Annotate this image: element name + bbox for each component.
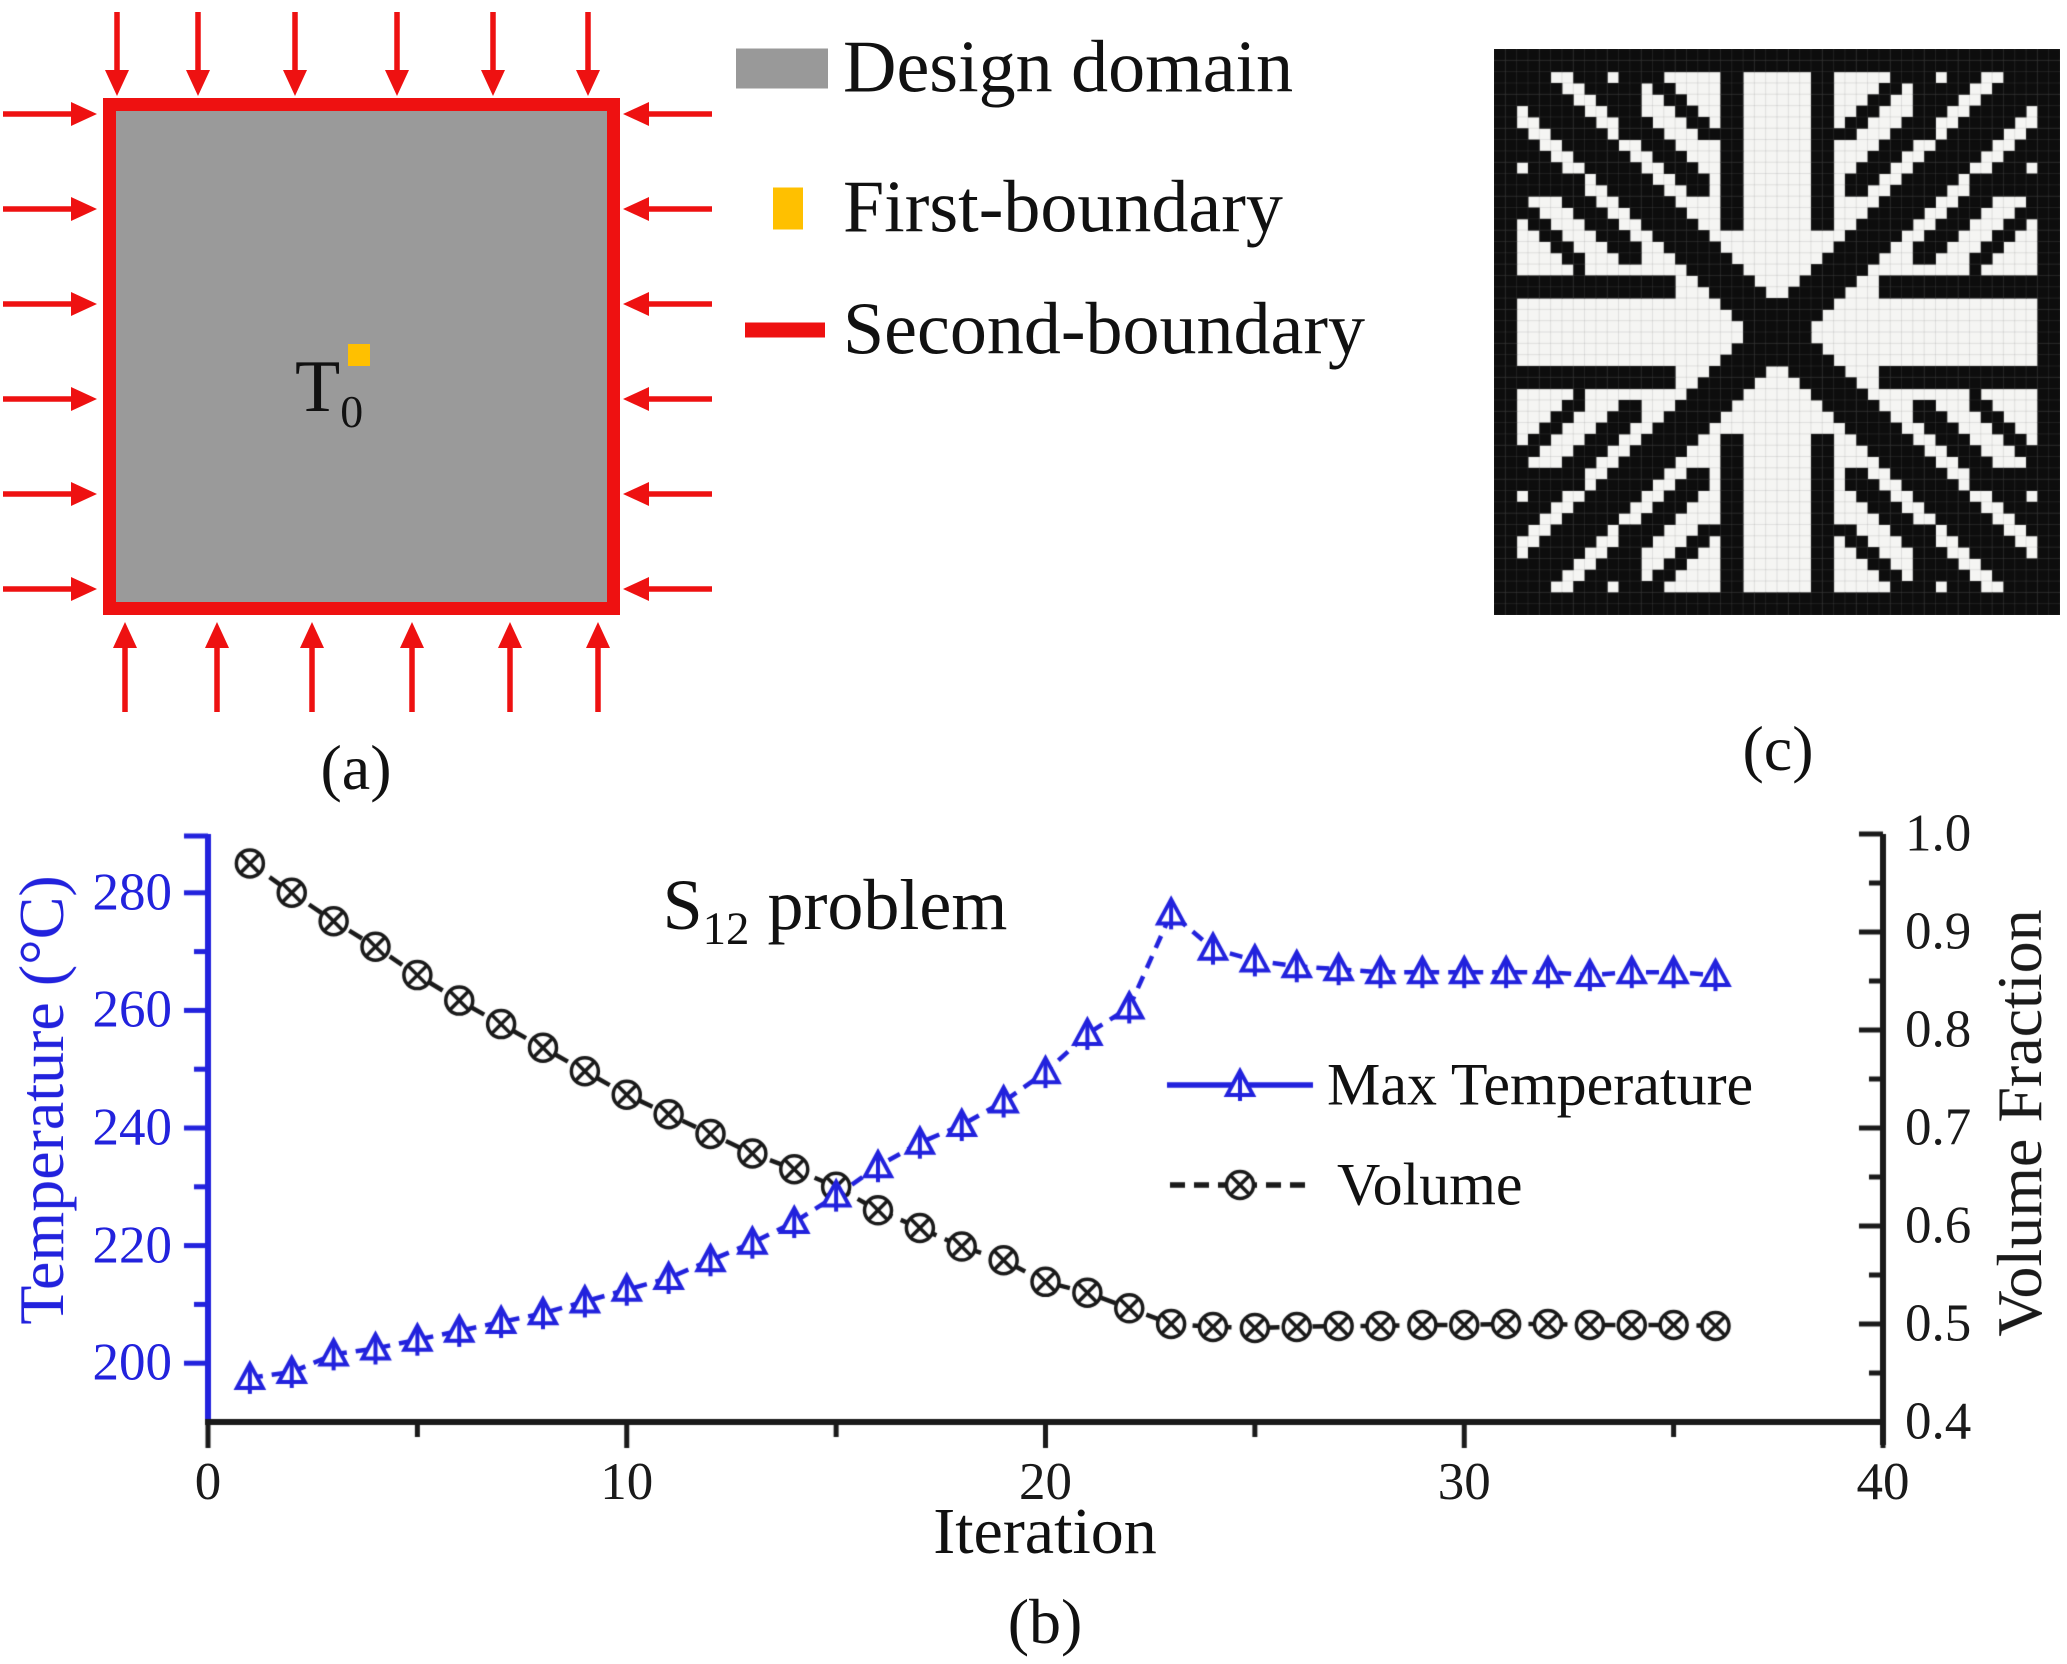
right-axis-tick-label: 0.9: [1905, 902, 1972, 961]
x-axis-tick-label: 0: [194, 1453, 222, 1511]
right-axis-tick-label: 0.4: [1905, 1392, 1972, 1451]
x-axis-tick-label: 20: [1019, 1453, 1072, 1511]
chart-title: S12 problem: [663, 864, 1008, 956]
right-axis-tick-label: 1.0: [1905, 804, 1972, 863]
right-axis-tick-label: 0.7: [1905, 1098, 1972, 1157]
left-axis-title: Temperature (°C): [6, 875, 77, 1325]
right-axis-tick-label: 0.8: [1905, 1000, 1972, 1059]
left-axis-tick-label: 240: [92, 1098, 173, 1157]
x-axis-tick-label: 10: [600, 1453, 654, 1511]
right-axis-title: Volume Fraction: [1984, 909, 2055, 1337]
x-axis-title: Iteration: [933, 1495, 1157, 1568]
chart-title-prefix: S: [662, 864, 703, 945]
x-axis-tick-label: 40: [1856, 1453, 1910, 1511]
caption-b: (b): [1007, 1586, 1083, 1657]
legend-label-volume: Volume: [1337, 1151, 1523, 1218]
x-axis-tick-label: 30: [1437, 1453, 1491, 1511]
left-axis-tick-label: 260: [92, 980, 173, 1039]
right-axis-tick-label: 0.6: [1905, 1196, 1972, 1255]
chart-title-suffix: problem: [749, 864, 1008, 945]
right-axis-tick-label: 0.5: [1905, 1294, 1972, 1353]
chart-title-subscript: 12: [702, 903, 750, 956]
left-axis-tick-label: 220: [92, 1216, 173, 1275]
left-axis-tick-label: 200: [92, 1333, 173, 1392]
left-axis-tick-label: 280: [92, 863, 173, 922]
legend-label-max-temperature: Max Temperature: [1327, 1051, 1754, 1118]
